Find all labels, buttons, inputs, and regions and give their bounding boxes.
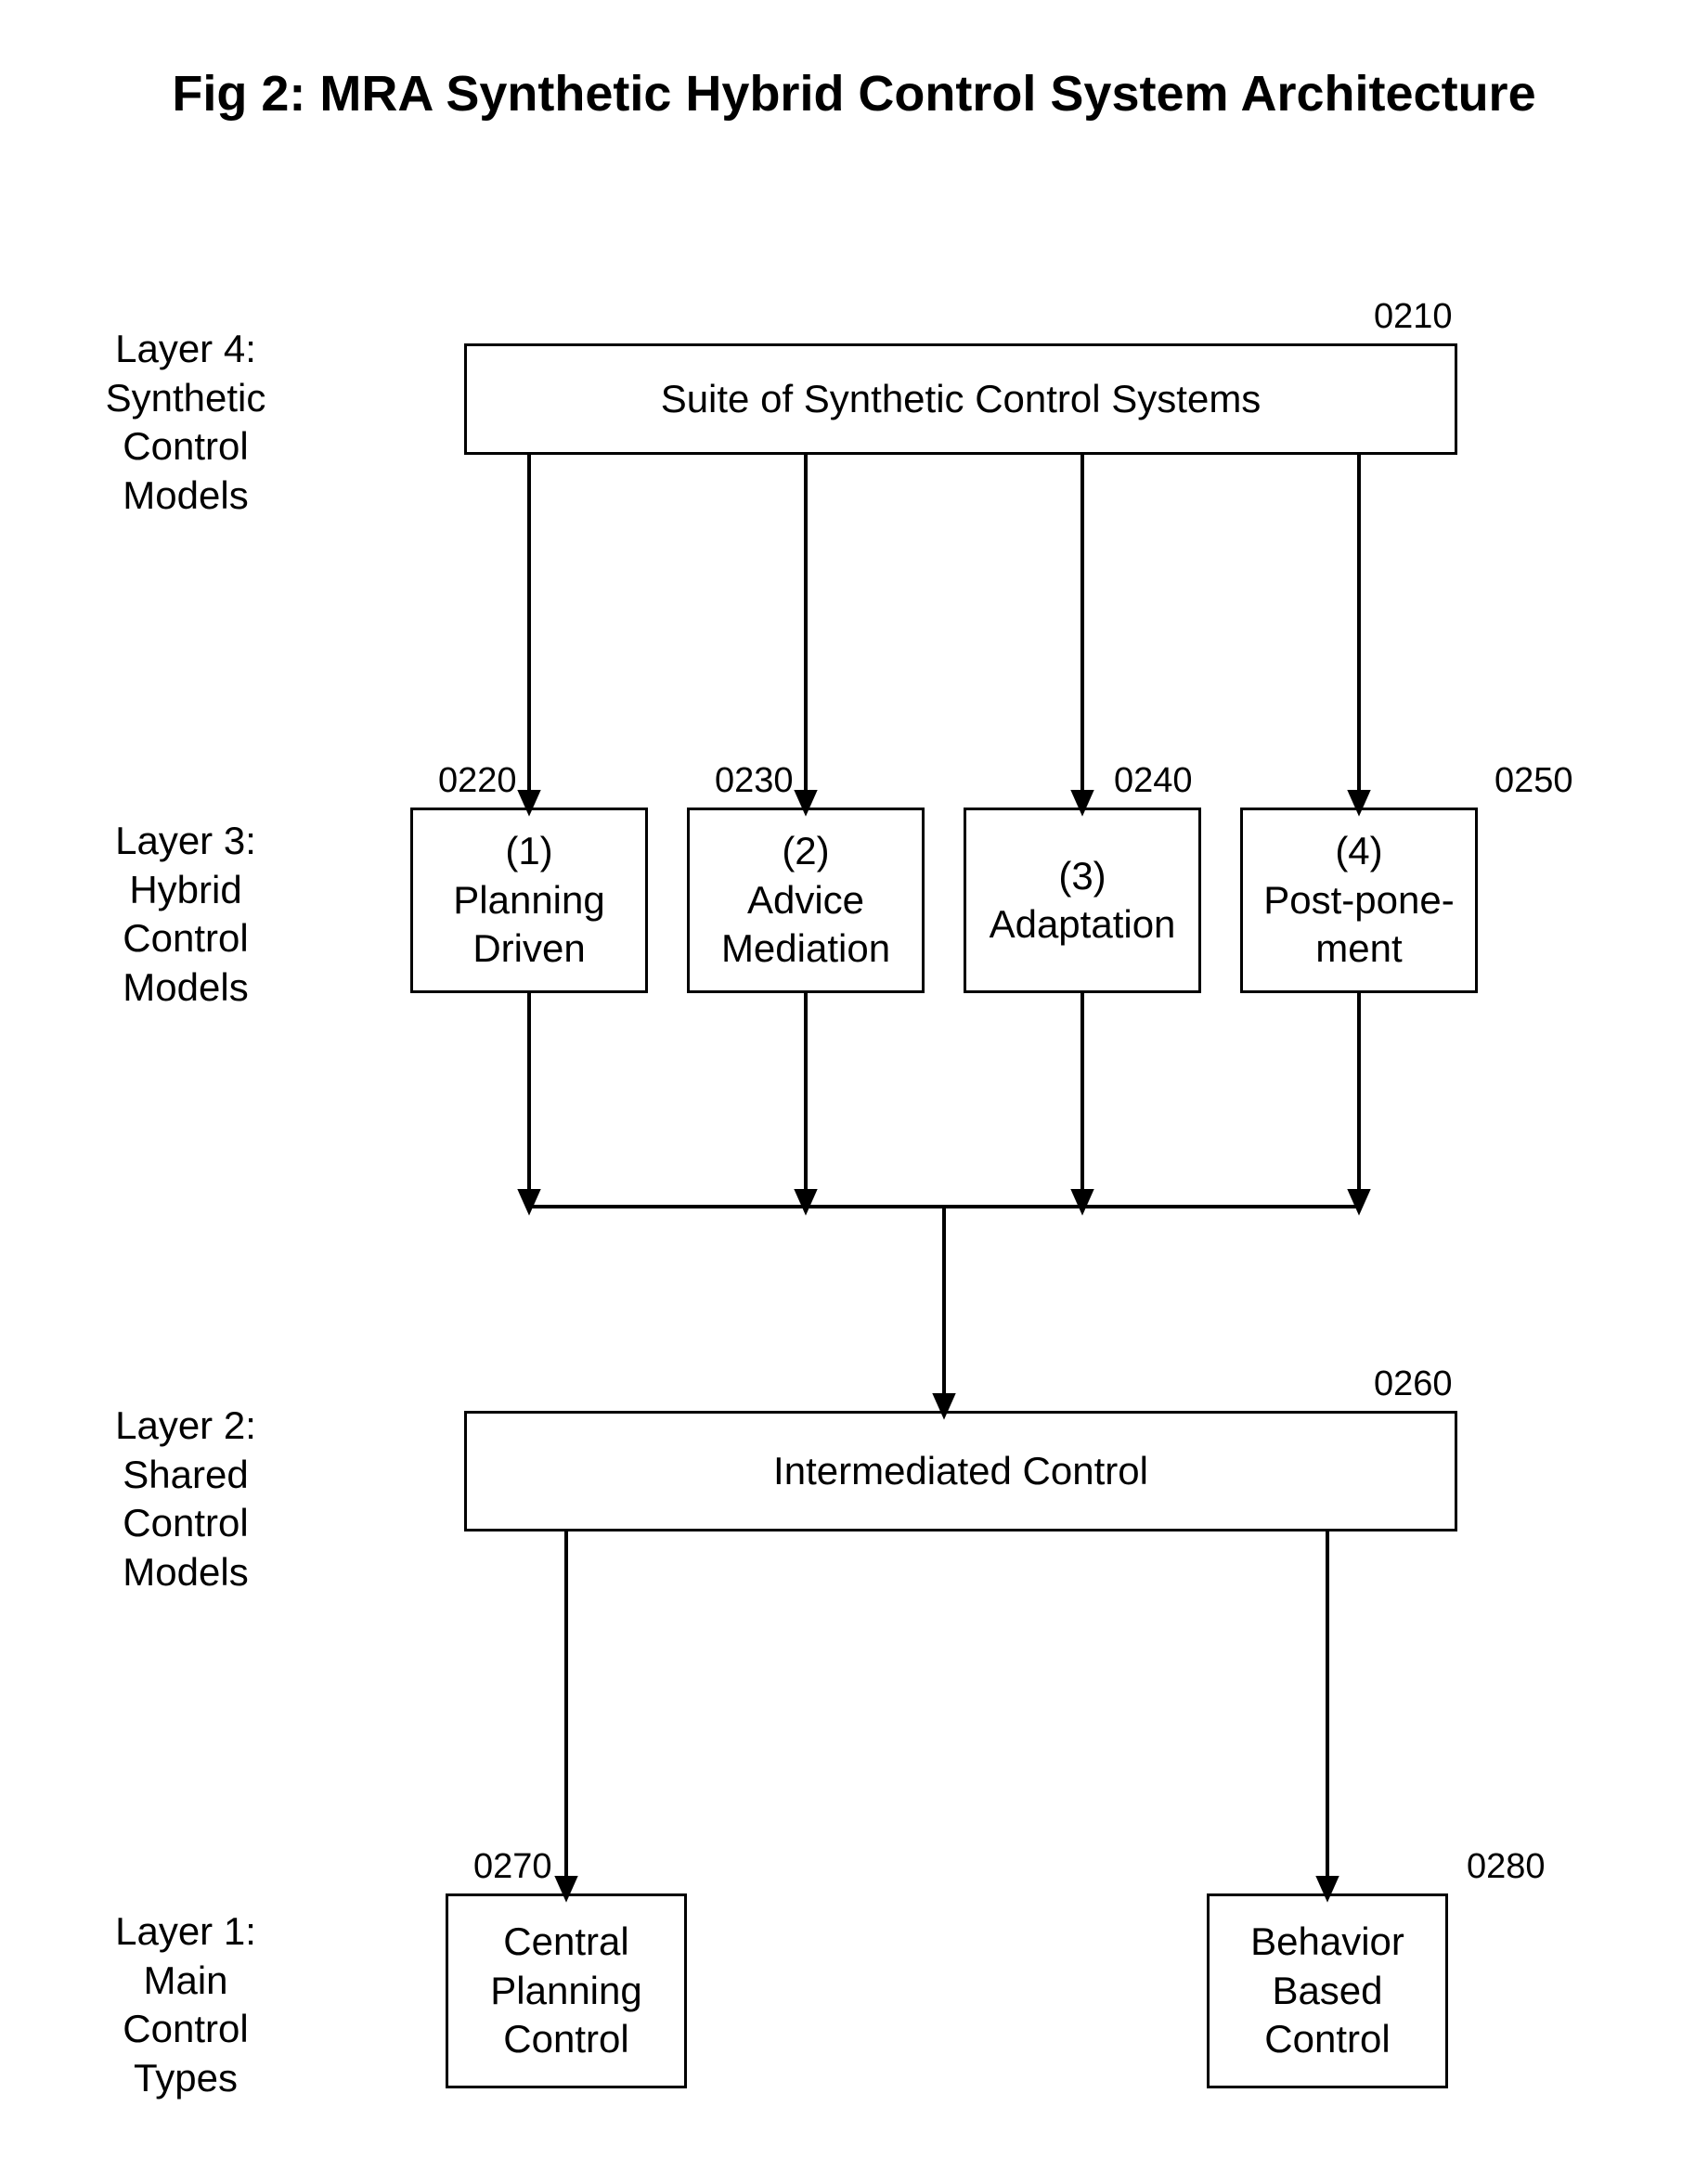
node-0250: (4) Post-pone- ment — [1240, 808, 1478, 993]
node-0280: Behavior Based Control — [1207, 1893, 1448, 2088]
ref-0250: 0250 — [1494, 761, 1573, 801]
node-0260: Intermediated Control — [464, 1411, 1457, 1531]
figure-title: Fig 2: MRA Synthetic Hybrid Control Syst… — [111, 65, 1597, 123]
node-0240: (3) Adaptation — [964, 808, 1201, 993]
ref-0210: 0210 — [1374, 297, 1453, 337]
ref-0280: 0280 — [1467, 1847, 1546, 1887]
layer-label-1: Layer 1: Main Control Types — [65, 1907, 306, 2102]
layer-label-3: Layer 3: Hybrid Control Models — [65, 817, 306, 1012]
ref-0260: 0260 — [1374, 1364, 1453, 1404]
node-0220: (1) Planning Driven — [410, 808, 648, 993]
node-0230: (2) Advice Mediation — [687, 808, 925, 993]
ref-0240: 0240 — [1114, 761, 1193, 801]
node-0270: Central Planning Control — [446, 1893, 687, 2088]
layer-label-4: Layer 4: Synthetic Control Models — [65, 325, 306, 520]
ref-0230: 0230 — [715, 761, 794, 801]
ref-0220: 0220 — [438, 761, 517, 801]
ref-0270: 0270 — [473, 1847, 552, 1887]
layer-label-2: Layer 2: Shared Control Models — [65, 1402, 306, 1596]
node-0210: Suite of Synthetic Control Systems — [464, 343, 1457, 455]
